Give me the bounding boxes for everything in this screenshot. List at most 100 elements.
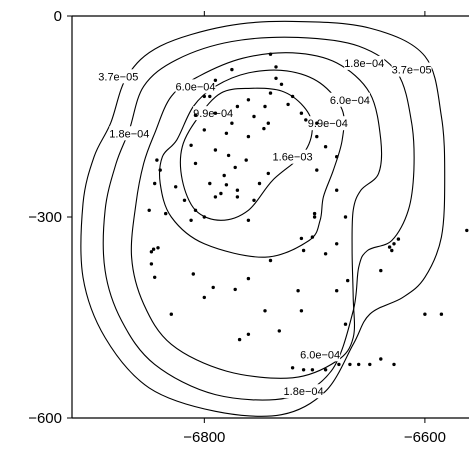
data-point	[252, 114, 256, 119]
data-point	[335, 242, 339, 246]
contour-label-bg	[98, 69, 139, 84]
data-point	[244, 158, 248, 162]
data-point	[268, 258, 273, 263]
data-point	[246, 218, 251, 222]
data-point	[266, 121, 270, 125]
data-point	[335, 188, 339, 192]
contour-label: 9.9e−04	[193, 108, 233, 120]
data-point	[208, 94, 212, 99]
data-point	[315, 168, 319, 172]
y-tick-label: −600	[28, 410, 62, 427]
data-point	[262, 126, 266, 131]
data-point	[213, 148, 218, 152]
contour-line-4	[179, 87, 313, 221]
data-point	[323, 368, 328, 372]
data-point	[396, 237, 401, 241]
data-point	[268, 52, 273, 56]
data-point	[233, 287, 237, 292]
y-tick-label: 0	[54, 8, 62, 25]
data-point	[246, 98, 251, 102]
data-point	[224, 131, 229, 135]
x-tick-label: −6800	[183, 429, 225, 446]
contour-line-1	[102, 36, 415, 401]
data-point	[301, 368, 306, 372]
data-point	[193, 161, 198, 166]
data-point	[465, 228, 469, 233]
data-point	[222, 173, 226, 178]
data-point	[174, 185, 178, 189]
data-point	[208, 181, 212, 186]
data-point	[310, 368, 315, 372]
data-point	[379, 268, 383, 273]
data-point	[299, 111, 304, 115]
data-point	[226, 153, 231, 158]
data-point	[237, 337, 242, 342]
data-point	[337, 362, 341, 367]
data-point	[155, 158, 159, 162]
data-point	[439, 312, 444, 316]
contour-line-0	[80, 20, 446, 417]
data-point	[299, 309, 304, 313]
data-point	[310, 235, 315, 239]
data-point	[235, 104, 240, 109]
data-point	[348, 362, 352, 367]
data-point	[301, 248, 306, 253]
contour-label: 1.8e−04	[344, 58, 384, 70]
data-point	[233, 165, 237, 170]
contour-label: 3.7e−05	[392, 65, 432, 77]
data-point	[202, 128, 206, 132]
data-point	[274, 76, 278, 81]
data-point	[202, 94, 206, 99]
data-point	[213, 195, 218, 199]
contour-label-bg	[307, 116, 348, 131]
contour-label-bg	[109, 126, 150, 141]
contour-label-bg	[344, 55, 385, 70]
scatter-points	[147, 52, 469, 372]
data-point	[387, 245, 392, 249]
data-point	[193, 208, 198, 212]
data-point	[169, 312, 173, 316]
contour-label-bg	[391, 62, 432, 77]
data-point	[296, 289, 300, 293]
contour-label: 1.8e−04	[109, 128, 149, 140]
contour-lines	[80, 20, 446, 417]
data-point	[290, 94, 295, 99]
contour-line-3	[159, 69, 345, 258]
data-point	[290, 366, 295, 370]
data-point	[299, 236, 304, 241]
contour-label: 9.9e−04	[308, 118, 348, 130]
contour-label-bg	[272, 149, 313, 164]
data-point	[263, 309, 267, 313]
data-point	[224, 183, 229, 187]
data-point	[357, 362, 361, 367]
data-point	[343, 215, 348, 219]
contour-label-bg	[300, 347, 341, 362]
contour-label-bg	[283, 384, 324, 399]
data-point	[277, 329, 281, 333]
data-point	[219, 191, 223, 196]
data-point	[335, 289, 339, 293]
data-point	[189, 143, 193, 147]
data-point	[323, 252, 328, 256]
data-point	[312, 215, 317, 219]
data-point	[158, 168, 162, 172]
data-point	[193, 113, 198, 117]
data-point	[323, 145, 328, 149]
data-point	[343, 322, 348, 326]
contour-labels: 3.7e−05 1.8e−04 6.0e−04 9.9e−04 1.6e−03 9.9e−…	[98, 55, 432, 399]
data-point	[213, 111, 218, 115]
data-point	[390, 248, 394, 253]
data-point	[189, 218, 193, 222]
contour-label: 1.6e−03	[273, 152, 313, 164]
data-point	[149, 262, 154, 266]
data-point	[335, 155, 339, 159]
data-point	[211, 285, 215, 290]
axis-ticks: −6800 −6600 0 −300 −600	[28, 8, 446, 446]
data-point	[230, 121, 234, 125]
data-point	[252, 198, 256, 202]
data-point	[202, 295, 206, 300]
contour-label: 3.7e−05	[98, 71, 138, 83]
data-point	[257, 181, 262, 186]
contour-label-bg	[175, 79, 216, 94]
